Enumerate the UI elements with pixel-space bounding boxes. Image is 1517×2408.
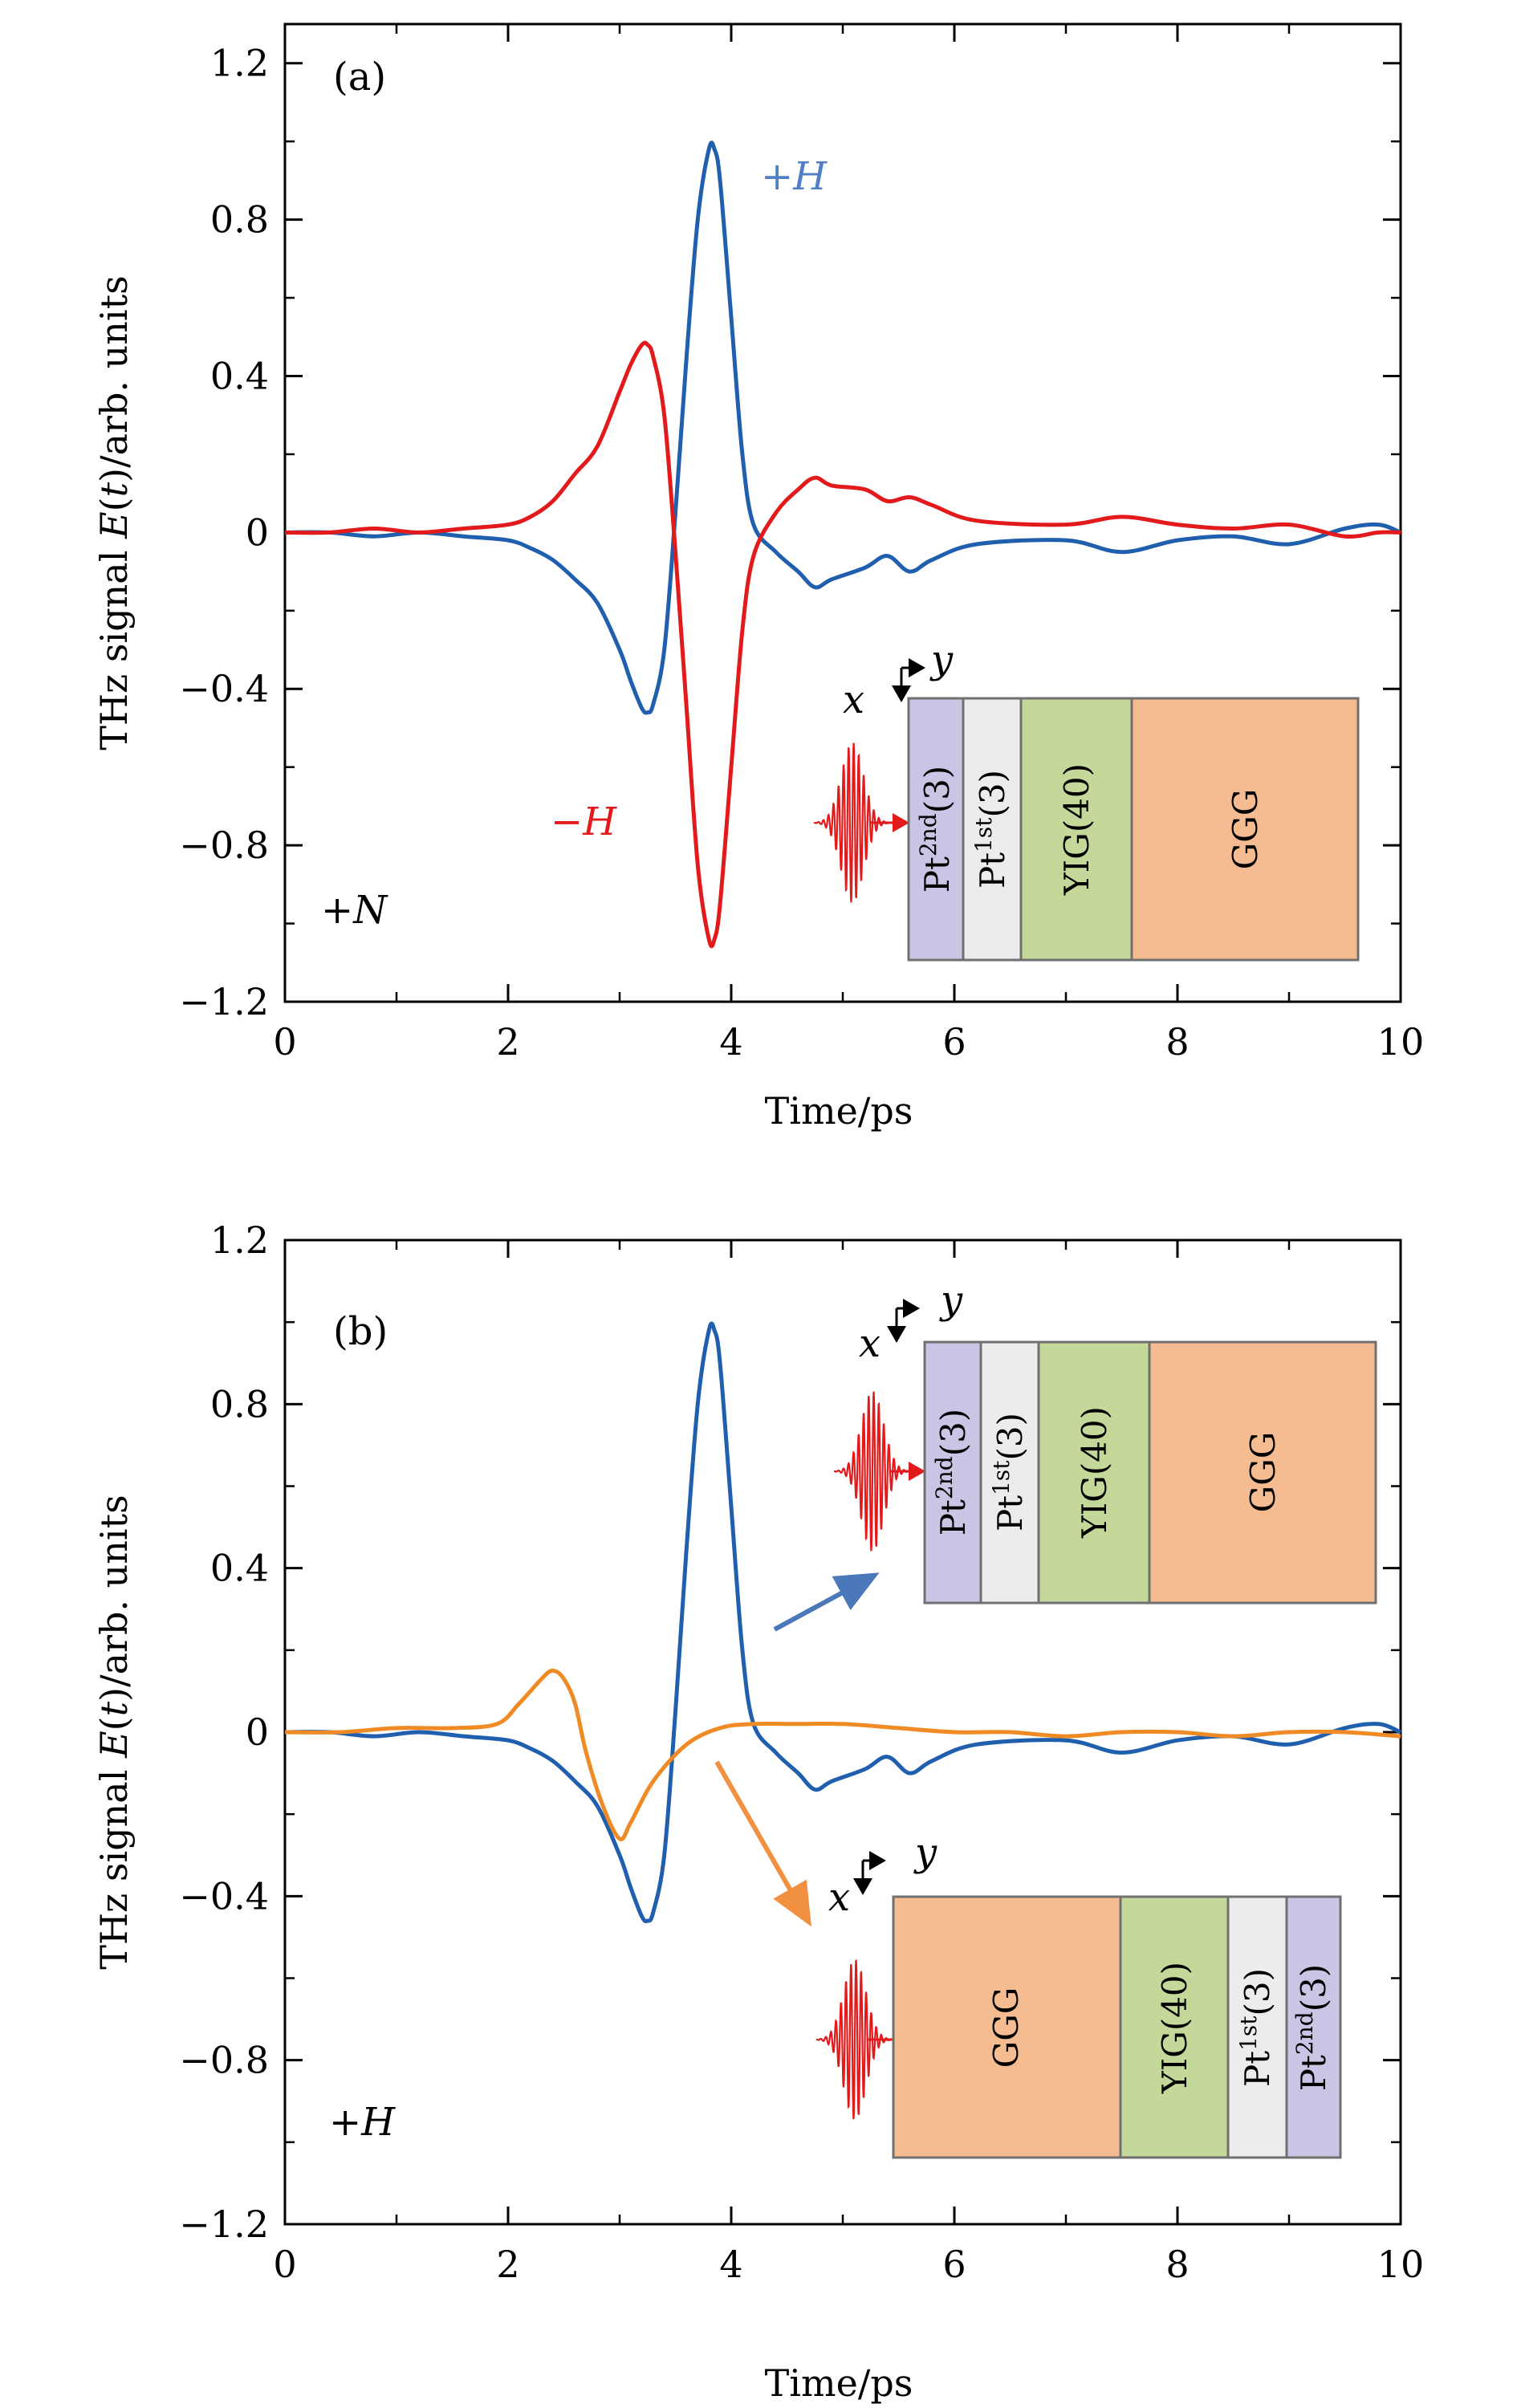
y-tick-label: 0.4 <box>210 354 269 397</box>
plus-h-label: +H <box>761 154 828 199</box>
layer-pt-2nd-label: Pt2nd(3) <box>915 766 957 893</box>
axes-glyph: y x <box>828 1830 937 1920</box>
sample-stack-inset: y x Pt2nd(3) Pt1st(3) YIG(40) GGG <box>813 637 1360 962</box>
y-tick-label: −0.8 <box>179 2039 269 2082</box>
svg-text:x: x <box>859 1321 881 1366</box>
x-tick-label: 4 <box>719 1020 742 1064</box>
layer-pt-1st-label: Pt1st(3) <box>970 770 1012 889</box>
panel-b: 0 2 4 6 8 10 −1.2 −0.8 −0.4 0 0.4 0.8 1.2 (b) Time/p… <box>92 1218 1424 2405</box>
minus-h-label: −H <box>551 799 617 844</box>
pointer-arrow-orange <box>714 1760 811 1927</box>
layer-pt-2nd <box>923 1340 982 1605</box>
layer-ggg <box>1130 697 1360 962</box>
x-tick-label: 6 <box>942 1020 966 1064</box>
x-tick-label: 2 <box>496 2243 519 2286</box>
layer-yig-label: YIG(40) <box>1075 1406 1114 1539</box>
svg-text:y: y <box>939 1278 963 1323</box>
series-line-1 <box>284 140 1401 715</box>
svg-text:x: x <box>843 677 864 722</box>
y-tick-label: −0.8 <box>179 824 269 867</box>
data-series <box>284 1321 1401 1924</box>
y-tick-label: 0.8 <box>210 1382 269 1426</box>
y-axis-title: THz signal E(t)/arb. units <box>92 275 136 750</box>
layer-pt-1st <box>962 697 1023 962</box>
x-tick-label: 8 <box>1165 2243 1189 2286</box>
x-tick-label: 4 <box>719 2243 742 2286</box>
y-tick-label: 0.4 <box>210 1547 269 1590</box>
layer-pt-1st-label: Pt1st(3) <box>1235 1968 1277 2087</box>
svg-text:x: x <box>828 1875 850 1920</box>
y-tick-label: −0.4 <box>179 667 269 710</box>
y-tick-label: −0.4 <box>179 1874 269 1918</box>
sample-stack-inset-bottom: y x GGG YIG(40) Pt1st(3) Pt2nd(3) <box>815 1830 1342 2159</box>
y-tick-label: 0 <box>246 1710 269 1754</box>
panel-label: (b) <box>333 1309 388 1354</box>
plus-n-label: +N <box>321 888 388 933</box>
sample-stack-inset-top: y x Pt2nd(3) Pt1st(3) YIG(40) GGG <box>833 1278 1377 1605</box>
x-tick-label: 10 <box>1377 2243 1425 2286</box>
laser-pulse <box>813 742 909 903</box>
layer-yig <box>1019 697 1133 962</box>
y-tick-label: 1.2 <box>210 1218 269 1262</box>
axis-ticks <box>283 24 1402 1003</box>
y-tick-label: 1.2 <box>210 42 269 85</box>
panel-a: 0 2 4 6 8 10 −1.2 −0.8 −0.4 0 0.4 0.8 1.2 (a) Time/p… <box>92 22 1424 1133</box>
axis-ticks <box>283 1239 1402 2226</box>
x-tick-label: 8 <box>1165 1020 1189 1064</box>
y-axis-title: THz signal E(t)/arb. units <box>92 1495 136 1969</box>
x-tick-label: 0 <box>273 1020 296 1064</box>
x-tick-label: 0 <box>273 2243 296 2286</box>
series-line-2 <box>284 1668 1401 1841</box>
axes-glyph: y x <box>859 1278 963 1366</box>
y-tick-label: 0.8 <box>210 198 269 242</box>
svg-text:y: y <box>929 637 954 682</box>
layer-pt-1st <box>979 1340 1040 1605</box>
series-line-1 <box>284 1321 1401 1924</box>
layer-pt-2nd-label: Pt2nd(3) <box>1291 1964 1333 2091</box>
x-tick-label: 10 <box>1377 1020 1425 1064</box>
layer-yig-label: YIG(40) <box>1057 763 1096 896</box>
layer-pt-1st-label: Pt1st(3) <box>988 1413 1030 1531</box>
axes-glyph: y x <box>843 637 954 722</box>
layer-yig <box>1119 1895 1230 2159</box>
y-tick-label: −1.2 <box>179 2203 269 2246</box>
x-tick-label: 6 <box>942 2243 966 2286</box>
x-axis-title: Time/ps <box>765 1089 913 1133</box>
laser-pulse <box>833 1391 925 1552</box>
layer-yig <box>1037 1340 1151 1605</box>
layer-ggg-label: GGG <box>1243 1432 1283 1513</box>
x-axis-title: Time/ps <box>765 2361 913 2405</box>
svg-text:y: y <box>913 1830 937 1875</box>
panel-label: (a) <box>333 55 386 100</box>
tick-labels: 0 2 4 6 8 10 −1.2 −0.8 −0.4 0 0.4 0.8 1.2 <box>179 42 1424 1064</box>
series-line-2 <box>284 340 1401 949</box>
layer-ggg <box>1148 1340 1377 1605</box>
layer-ggg <box>892 1895 1122 2159</box>
x-tick-label: 2 <box>496 1020 519 1064</box>
tick-labels: 0 2 4 6 8 10 −1.2 −0.8 −0.4 0 0.4 0.8 1.2 <box>179 1218 1424 2286</box>
pointer-arrow-blue <box>773 1572 880 1632</box>
data-series <box>284 140 1401 949</box>
y-tick-label: −1.2 <box>179 980 269 1023</box>
layer-ggg-label: GGG <box>986 1987 1026 2068</box>
layer-yig-label: YIG(40) <box>1155 1962 1194 2094</box>
layer-pt-2nd <box>1285 1895 1342 2159</box>
plus-h-label: +H <box>329 2100 396 2145</box>
layer-pt-2nd-label: Pt2nd(3) <box>931 1409 973 1536</box>
layer-pt-1st <box>1226 1895 1288 2159</box>
layer-ggg-label: GGG <box>1226 789 1265 870</box>
y-tick-label: 0 <box>246 510 269 554</box>
